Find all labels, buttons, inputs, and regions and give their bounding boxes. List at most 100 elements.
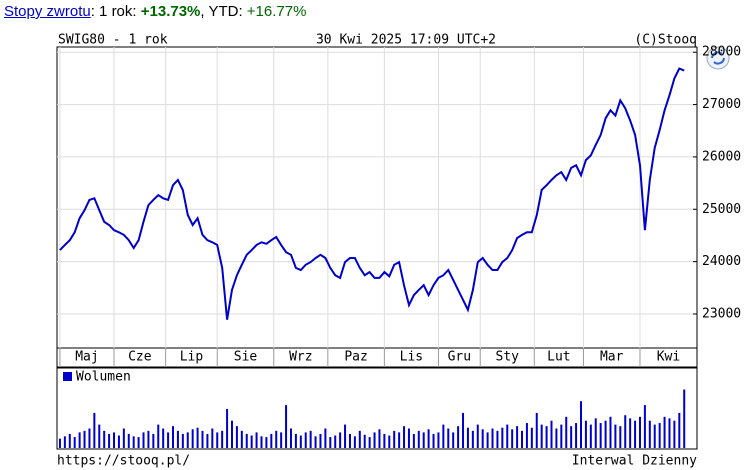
volume-bar [186,432,189,448]
footer-interval: Interwal Dzienny [572,454,697,469]
volume-bar [658,423,661,448]
volume-bar [417,430,420,448]
volume-bar [373,432,376,448]
volume-bar [555,428,558,448]
volume-bar [250,435,253,448]
volume-bar [245,433,248,448]
volume-bar [260,436,263,448]
x-tick-label: Lut [547,350,570,365]
volume-bar [535,412,538,448]
volume-bar [265,437,268,448]
volume-bar [147,430,150,448]
y-tick-label: 28000 [702,45,741,60]
volume-bar [447,428,450,448]
volume-bar [634,420,637,448]
volume-bar [68,433,71,448]
volume-bar [314,436,317,448]
volume-bar [324,428,327,448]
y-tick-label: 23000 [702,306,741,321]
volume-bar [137,437,140,448]
volume-bar [471,430,474,448]
x-tick-label: Wrz [289,350,312,365]
volume-bar [403,426,406,448]
chart-title: SWIG80 - 1 rok [58,33,168,48]
volume-bar [594,418,597,448]
volume-bar [521,430,524,448]
volume-bar [407,428,410,448]
volume-bar [550,420,553,448]
price-line [59,67,685,320]
volume-bar [422,432,425,448]
volume-bar [176,430,179,448]
volume-bar [294,433,297,448]
volume-bar [132,436,135,448]
chart-subtitle: 30 Kwi 2025 17:09 UTC+2 [316,33,496,48]
volume-bar [344,424,347,448]
volume-bar [127,433,130,448]
volume-bar [575,423,578,448]
volume-bar [235,426,238,448]
volume-bar [334,435,337,448]
volume-bar [348,433,351,448]
volume-bar [196,427,199,448]
volume-bar [103,430,106,448]
volume-bar [88,428,91,448]
volume-bar [167,432,170,448]
y-tick-label: 26000 [702,149,741,164]
legend-label: Wolumen [76,370,131,385]
x-tick-label: Lis [400,350,423,365]
volume-bar [624,415,627,448]
returns-header: Stopy zwrotu: 1 rok: +13.73%, YTD: +16.7… [4,3,306,20]
volume-bar [530,427,533,448]
volume-bar [614,424,617,448]
volume-bar [157,424,160,448]
volume-bar [63,436,66,448]
x-tick-label: Sty [496,350,520,365]
volume-bar [673,420,676,448]
volume-bar [452,432,455,448]
x-tick-label: Gru [448,350,471,365]
x-tick-label: Maj [75,350,98,365]
volume-bar [152,433,155,448]
ytd-return: +16.77% [246,3,307,20]
y-tick-label: 27000 [702,97,741,112]
ytd-label: , YTD: [200,3,247,20]
volume-bar [663,416,666,448]
volume-bar [280,432,283,448]
icon[interactable] [706,46,730,70]
volume-bar [678,412,681,448]
volume-bar [599,423,602,448]
volume-bar [427,429,430,448]
returns-link[interactable]: Stopy zwrotu [4,3,91,20]
volume-bar [93,412,96,448]
volume-bar [319,433,322,448]
volume-bar [216,432,219,448]
volume-bar [683,389,686,448]
source-label: (C)Stooq [634,33,697,48]
volume-bar [201,430,204,448]
volume-bar [162,428,165,448]
volume-bar [466,427,469,448]
volume-bar [506,424,509,448]
icon-circle[interactable] [706,46,730,70]
volume-bar [329,437,332,448]
volume-bar [275,430,278,448]
volume-bar [378,429,381,448]
y-tick-label: 25000 [702,202,741,217]
volume-bar [584,420,587,448]
volume-bar [393,430,396,448]
volume-bar [388,435,391,448]
volume-bar [181,433,184,448]
volume-bar [398,432,401,448]
volume-bar [629,418,632,448]
icon-glyph[interactable] [711,51,725,65]
volume-bar [339,432,342,448]
volume-bar [481,429,484,448]
volume-bar [648,420,651,448]
volume-bar [363,434,366,448]
volume-bar [432,433,435,448]
volume-bar [486,432,489,448]
volume-bar [437,432,440,448]
